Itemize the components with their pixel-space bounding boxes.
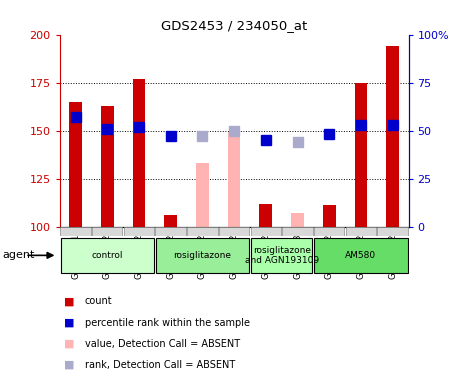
Bar: [92, 227, 123, 236]
Bar: [196, 163, 209, 227]
Bar: [164, 215, 177, 227]
Text: ■: ■: [64, 296, 75, 306]
Bar: [187, 227, 218, 236]
Text: ■: ■: [64, 360, 75, 370]
Bar: [124, 227, 154, 236]
Bar: [101, 106, 113, 227]
Bar: [156, 227, 186, 236]
Bar: [133, 79, 146, 227]
Text: agent: agent: [2, 250, 35, 260]
Text: ■: ■: [64, 339, 75, 349]
Text: AM580: AM580: [345, 251, 376, 260]
Text: percentile rank within the sample: percentile rank within the sample: [85, 318, 250, 328]
Bar: [377, 227, 408, 236]
Bar: [323, 205, 336, 227]
Bar: [156, 238, 249, 273]
Bar: [251, 227, 281, 236]
Bar: [314, 238, 408, 273]
Text: control: control: [91, 251, 123, 260]
Bar: [69, 102, 82, 227]
Bar: [259, 204, 272, 227]
Bar: [61, 238, 154, 273]
Bar: [219, 227, 249, 236]
Bar: [60, 227, 91, 236]
Bar: [355, 83, 367, 227]
Text: rank, Detection Call = ABSENT: rank, Detection Call = ABSENT: [85, 360, 235, 370]
Bar: [386, 46, 399, 227]
Text: rosiglitazone: rosiglitazone: [174, 251, 231, 260]
Bar: [251, 238, 313, 273]
Title: GDS2453 / 234050_at: GDS2453 / 234050_at: [161, 19, 307, 32]
Text: count: count: [85, 296, 112, 306]
Bar: [282, 227, 313, 236]
Bar: [314, 227, 344, 236]
Text: rosiglitazone
and AGN193109: rosiglitazone and AGN193109: [245, 246, 319, 265]
Bar: [346, 227, 376, 236]
Text: value, Detection Call = ABSENT: value, Detection Call = ABSENT: [85, 339, 240, 349]
Bar: [228, 132, 241, 227]
Bar: [291, 213, 304, 227]
Text: ■: ■: [64, 318, 75, 328]
